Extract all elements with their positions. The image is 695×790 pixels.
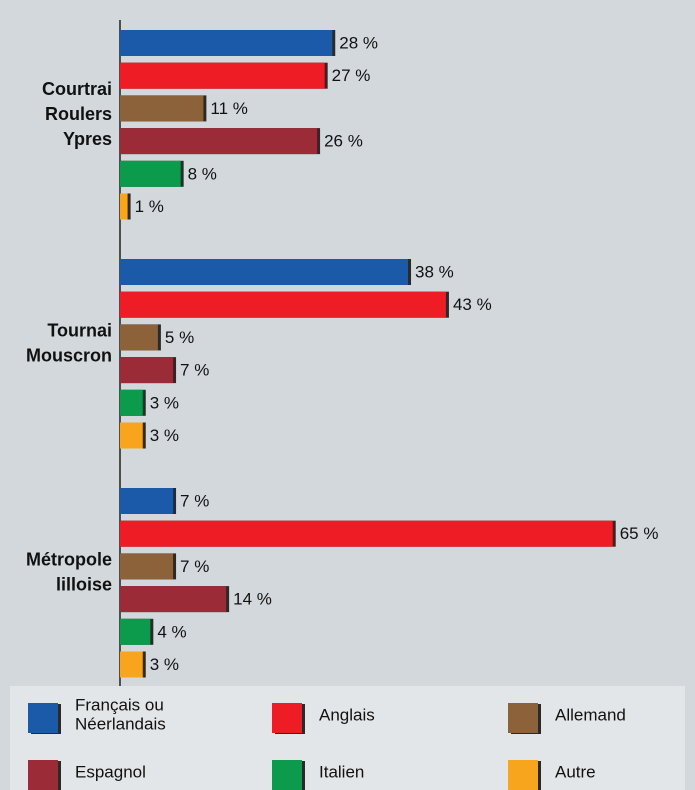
bar [120, 488, 174, 514]
bar [120, 30, 333, 56]
bar [120, 586, 227, 613]
value-label: 7 % [180, 557, 209, 576]
bar [120, 324, 158, 351]
value-label: 7 % [180, 491, 209, 510]
value-label: 1 % [135, 197, 164, 216]
value-label: 28 % [339, 33, 378, 52]
bar [120, 651, 143, 678]
bar [120, 389, 143, 416]
bar [120, 357, 174, 384]
value-label: 5 % [165, 328, 194, 347]
bar [120, 553, 174, 580]
value-label: 3 % [150, 426, 179, 445]
value-label: 14 % [233, 590, 272, 609]
legend-label: Français ou Néerlandais [75, 696, 166, 734]
legend-label: Espagnol [75, 762, 146, 781]
bar [120, 618, 151, 645]
category-label: Courtrai Roulers Ypres [42, 79, 112, 149]
value-label: 3 % [150, 655, 179, 674]
legend-label: Italien [319, 762, 364, 781]
value-label: 43 % [453, 295, 492, 314]
value-label: 3 % [150, 393, 179, 412]
bar [120, 160, 181, 187]
bar [120, 62, 325, 89]
bar [120, 128, 318, 155]
legend-label: Anglais [319, 705, 375, 724]
value-label: 11 % [210, 99, 248, 118]
legend-swatch [272, 703, 302, 733]
legend-label: Allemand [555, 705, 626, 724]
value-label: 26 % [324, 132, 363, 151]
bar [120, 259, 409, 285]
value-label: 65 % [620, 524, 659, 543]
legend-swatch [272, 760, 302, 790]
bar [120, 95, 204, 122]
legend-swatch [28, 703, 58, 733]
legend-swatch [508, 703, 538, 733]
bar [120, 193, 128, 220]
legend-swatch [28, 760, 58, 790]
category-label: Tournai Mouscron [26, 320, 112, 365]
value-label: 4 % [157, 622, 186, 641]
legend-swatch [508, 760, 538, 790]
legend-background [10, 686, 685, 790]
bar [120, 520, 613, 547]
bar [120, 422, 143, 449]
bar [120, 291, 446, 318]
value-label: 8 % [188, 164, 217, 183]
value-label: 27 % [332, 66, 371, 85]
legend-label: Autre [555, 762, 596, 781]
value-label: 38 % [415, 262, 454, 281]
category-label: Métropole lilloise [26, 549, 112, 594]
value-label: 7 % [180, 361, 209, 380]
